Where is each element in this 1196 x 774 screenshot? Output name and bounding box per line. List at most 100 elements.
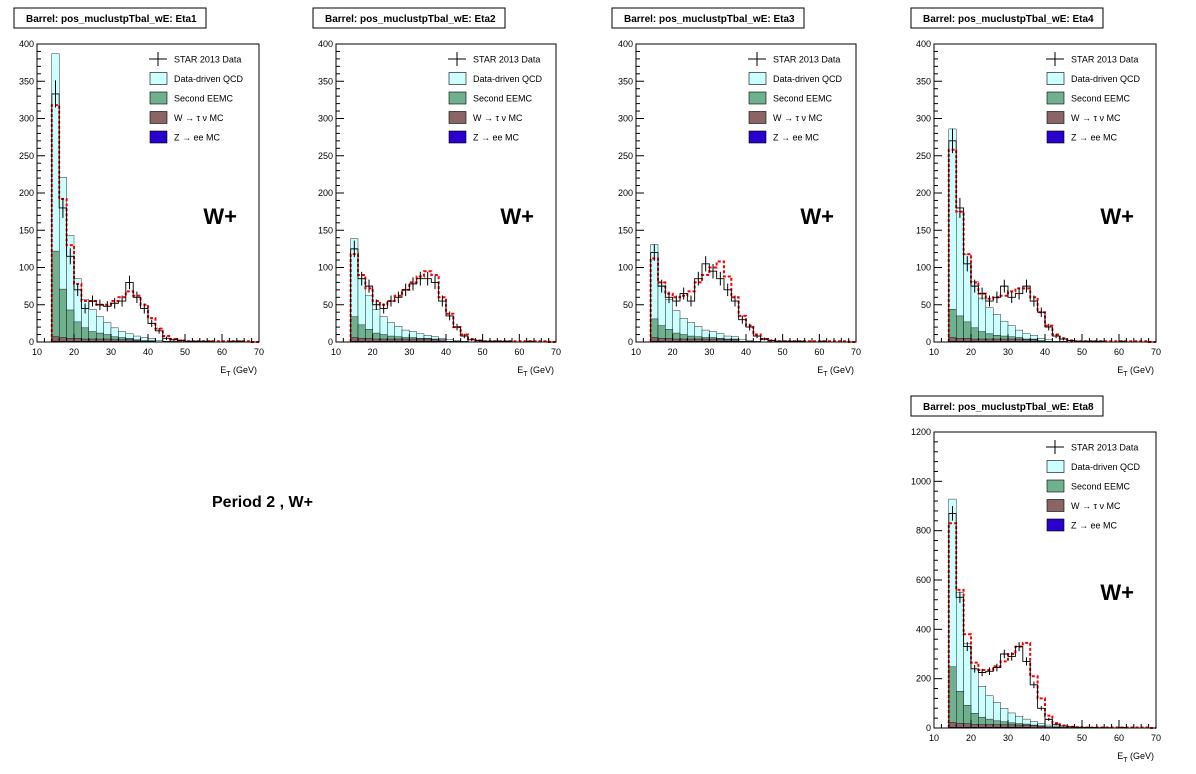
y-tick-label: 200 [19,188,34,198]
wplus-annotation: W+ [500,204,534,229]
x-tick-label: 40 [143,347,153,357]
legend-swatch-wtau [1046,111,1065,124]
y-tick-label: 200 [318,188,333,198]
panel-title-box [611,7,805,29]
legend-label-wtau: W → τ ν MC [473,113,523,123]
x-axis-label: ET (GeV) [517,365,554,378]
x-tick-label: 60 [217,347,227,357]
legend-label-data: STAR 2013 Data [174,55,241,65]
y-tick-label: 350 [618,76,633,86]
x-axis-label: ET (GeV) [220,365,257,378]
histogram-panel-2: Barrel: pos_muclustpTbal_wE: Eta2 10 20 30 4… [312,7,561,378]
legend-label-zee: Z → ee MC [773,133,820,143]
legend-label-zee: Z → ee MC [473,133,520,143]
y-tick-label: 250 [318,151,333,161]
y-tick-label: 150 [19,225,34,235]
y-tick-label: 50 [623,300,633,310]
x-axis-label-main: E [517,365,523,375]
y-tick-label: 150 [318,225,333,235]
y-tick-label: 150 [618,225,633,235]
y-tick-label: 600 [916,575,931,585]
x-tick-label: 20 [69,347,79,357]
legend-swatch-qcd [1046,460,1065,473]
x-tick-label: 10 [331,347,341,357]
legend-swatch-wtau [748,111,767,124]
period-note: Period 2 , W+ [212,494,313,511]
x-tick-label: 50 [778,347,788,357]
x-tick-label: 20 [368,347,378,357]
x-tick-label: 20 [668,347,678,357]
x-tick-label: 70 [254,347,264,357]
y-tick-label: 400 [19,39,34,49]
panel-title: Barrel: pos_muclustpTbal_wE: Eta4 [923,14,1094,25]
x-axis-label-sub: T [226,371,231,378]
eemc-bin [948,666,957,729]
x-tick-label: 10 [32,347,42,357]
x-tick-label: 60 [1114,733,1124,743]
legend-label-qcd: Data-driven QCD [1071,74,1141,84]
y-tick-label: 250 [618,151,633,161]
y-tick-label: 200 [916,188,931,198]
panel-title-box [13,7,207,29]
panel-title: Barrel: pos_muclustpTbal_wE: Eta8 [923,402,1094,413]
x-tick-label: 50 [478,347,488,357]
legend-swatch-zee [1046,130,1065,144]
wplus-annotation: W+ [203,204,237,229]
x-axis-label-unit: (GeV) [1127,365,1154,375]
legend-swatch-zee [1046,518,1065,532]
legend-label-qcd: Data-driven QCD [773,74,843,84]
legend-swatch-eemc [748,91,767,105]
eemc-bin [948,309,957,343]
x-tick-label: 20 [966,347,976,357]
legend-swatch-eemc [1046,91,1065,105]
x-tick-label: 40 [1040,347,1050,357]
legend-label-wtau: W → τ ν MC [773,113,823,123]
y-tick-label: 0 [926,337,931,347]
y-tick-label: 350 [318,76,333,86]
y-tick-label: 100 [318,263,333,273]
x-axis-label-sub: T [523,371,528,378]
legend-swatch-wtau [1046,499,1065,512]
legend-label-qcd: Data-driven QCD [1071,462,1141,472]
legend-label-wtau: W → τ ν MC [1071,113,1121,123]
legend-swatch-zee [149,130,168,144]
x-tick-label: 70 [1151,347,1161,357]
y-tick-label: 100 [916,263,931,273]
x-tick-label: 60 [514,347,524,357]
y-tick-label: 0 [29,337,34,347]
legend-label-qcd: Data-driven QCD [473,74,543,84]
y-tick-label: 0 [328,337,333,347]
total-mc-line [649,257,856,343]
y-tick-label: 400 [916,624,931,634]
legend-swatch-zee [748,130,767,144]
y-tick-label: 50 [921,300,931,310]
x-tick-label: 70 [851,347,861,357]
legend-label-eemc: Second EEMC [1071,482,1131,492]
legend-swatch-eemc [149,91,168,105]
legend-label-zee: Z → ee MC [1071,133,1118,143]
y-tick-label: 100 [19,263,34,273]
x-tick-label: 50 [1077,347,1087,357]
x-axis-label: ET (GeV) [817,365,854,378]
y-tick-label: 400 [318,39,333,49]
histogram-panel-1: Barrel: pos_muclustpTbal_wE: Eta1 10 20 30 4… [13,7,264,378]
x-tick-label: 50 [180,347,190,357]
eemc-bin [956,691,964,729]
x-axis-label: ET (GeV) [1117,365,1154,378]
panel-title-box [910,395,1104,417]
legend-label-eemc: Second EEMC [1071,94,1131,104]
legend-swatch-eemc [1046,479,1065,493]
y-tick-label: 800 [916,526,931,536]
legend-label-data: STAR 2013 Data [473,55,540,65]
x-tick-label: 10 [631,347,641,357]
legend-label-data: STAR 2013 Data [1071,55,1138,65]
legend-label-zee: Z → ee MC [174,133,221,143]
x-axis-label-main: E [220,365,226,375]
y-tick-label: 0 [926,723,931,733]
panel-title-box [910,7,1104,29]
x-tick-label: 30 [1003,733,1013,743]
x-axis-label-unit: (GeV) [527,365,554,375]
x-tick-label: 50 [1077,733,1087,743]
panel-title-box [312,7,506,29]
legend-swatch-qcd [748,72,767,85]
